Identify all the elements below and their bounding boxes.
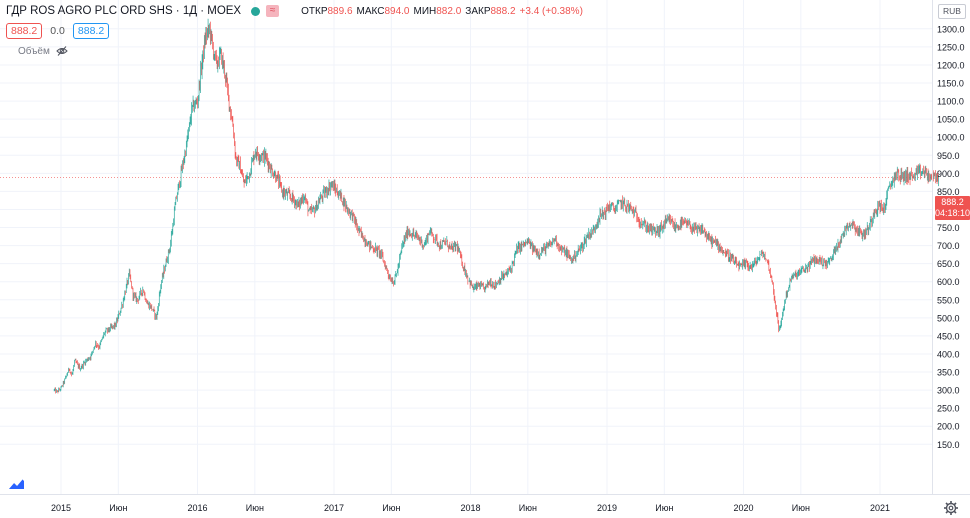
time-tick-label: 2017: [324, 503, 344, 513]
candles-layer: [53, 18, 939, 394]
high-value: 894.0: [384, 5, 410, 17]
price-tick-label: 1050.0: [937, 115, 965, 125]
high-label: МАКС: [356, 5, 385, 17]
volume-label[interactable]: Объём: [18, 45, 50, 57]
time-tick-label: 2018: [460, 503, 480, 513]
tradingview-logo-icon[interactable]: [6, 474, 26, 494]
time-tick-label: Июн: [246, 503, 264, 513]
time-tick-label: Июн: [655, 503, 673, 513]
price-tick-label: 900.0: [937, 169, 960, 179]
low-label: МИН: [413, 5, 437, 17]
time-tick-label: 2021: [870, 503, 890, 513]
time-tick-label: 2015: [51, 503, 71, 513]
time-tick-label: Июн: [382, 503, 400, 513]
price-axis[interactable]: 150.0 200.0 250.0 300.0 350.0 400.0 450.0 500.0…: [932, 0, 965, 494]
change-value: +3.4 (+0.38%): [519, 5, 583, 17]
price-tick-label: 700.0: [937, 241, 960, 251]
currency-badge[interactable]: RUB: [938, 4, 966, 19]
time-tick-label: Июн: [519, 503, 537, 513]
last-price-value: 888.2: [941, 197, 964, 207]
bar-countdown: 04:18:10: [935, 208, 970, 218]
gear-icon[interactable]: [943, 500, 959, 516]
ohlc-readout: ОТКР 889.6 МАКС 894.0 МИН 882.0 ЗАКР 888…: [301, 6, 583, 17]
price-tick-label: 550.0: [937, 295, 960, 305]
wave-icon[interactable]: ≈: [266, 5, 280, 17]
sell-price-button[interactable]: 888.2: [6, 23, 43, 39]
bid-ask-row: 888.2 0.0 888.2: [6, 23, 110, 39]
buy-price-button[interactable]: 888.2: [72, 23, 110, 39]
price-tick-label: 400.0: [937, 349, 960, 359]
price-tick-label: 750.0: [937, 223, 960, 233]
price-tick-label: 250.0: [937, 404, 960, 414]
open-value: 889.6: [327, 5, 353, 17]
close-value: 888.2: [490, 5, 516, 17]
time-tick-label: Июн: [792, 503, 810, 513]
price-tick-label: 500.0: [937, 313, 960, 323]
time-tick-label: 2019: [597, 503, 617, 513]
price-tick-label: 1100.0: [937, 97, 964, 107]
low-value: 882.0: [436, 5, 462, 17]
symbol-title[interactable]: ГДР ROS AGRO PLC ORD SHS · 1Д · MOEX: [6, 5, 242, 17]
time-tick-label: 2020: [733, 503, 753, 513]
price-tick-label: 200.0: [937, 422, 960, 432]
open-label: ОТКР: [301, 5, 328, 17]
price-tick-label: 600.0: [937, 277, 960, 287]
price-tick-label: 350.0: [937, 368, 960, 378]
time-tick-label: 2016: [187, 503, 207, 513]
eye-crossed-icon[interactable]: [56, 45, 68, 57]
time-tick-label: Июн: [109, 503, 127, 513]
last-price-tag: 888.2 04:18:10: [935, 196, 970, 220]
spread-value: 0.0: [50, 25, 65, 37]
close-label: ЗАКР: [465, 5, 491, 17]
chart-grid: [0, 0, 932, 494]
price-tick-label: 1250.0: [937, 42, 965, 52]
price-tick-label: 1000.0: [937, 133, 965, 143]
volume-indicator-legend: Объём: [18, 45, 68, 57]
price-tick-label: 650.0: [937, 259, 960, 269]
price-tick-label: 950.0: [937, 151, 960, 161]
price-tick-label: 150.0: [937, 440, 960, 450]
market-status-icon: [251, 6, 261, 16]
price-tick-label: 850.0: [937, 187, 960, 197]
price-tick-label: 450.0: [937, 331, 960, 341]
price-tick-label: 1150.0: [937, 79, 964, 89]
price-tick-label: 1200.0: [937, 60, 965, 70]
price-tick-label: 1300.0: [937, 24, 965, 34]
chart-legend: ГДР ROS AGRO PLC ORD SHS · 1Д · MOEX ≈ О…: [6, 5, 583, 17]
time-axis[interactable]: 2015 Июн 2016 Июн 2017 Июн 2018 Июн 2019 Июн 2020 И…: [0, 494, 970, 514]
price-tick-label: 300.0: [937, 386, 960, 396]
